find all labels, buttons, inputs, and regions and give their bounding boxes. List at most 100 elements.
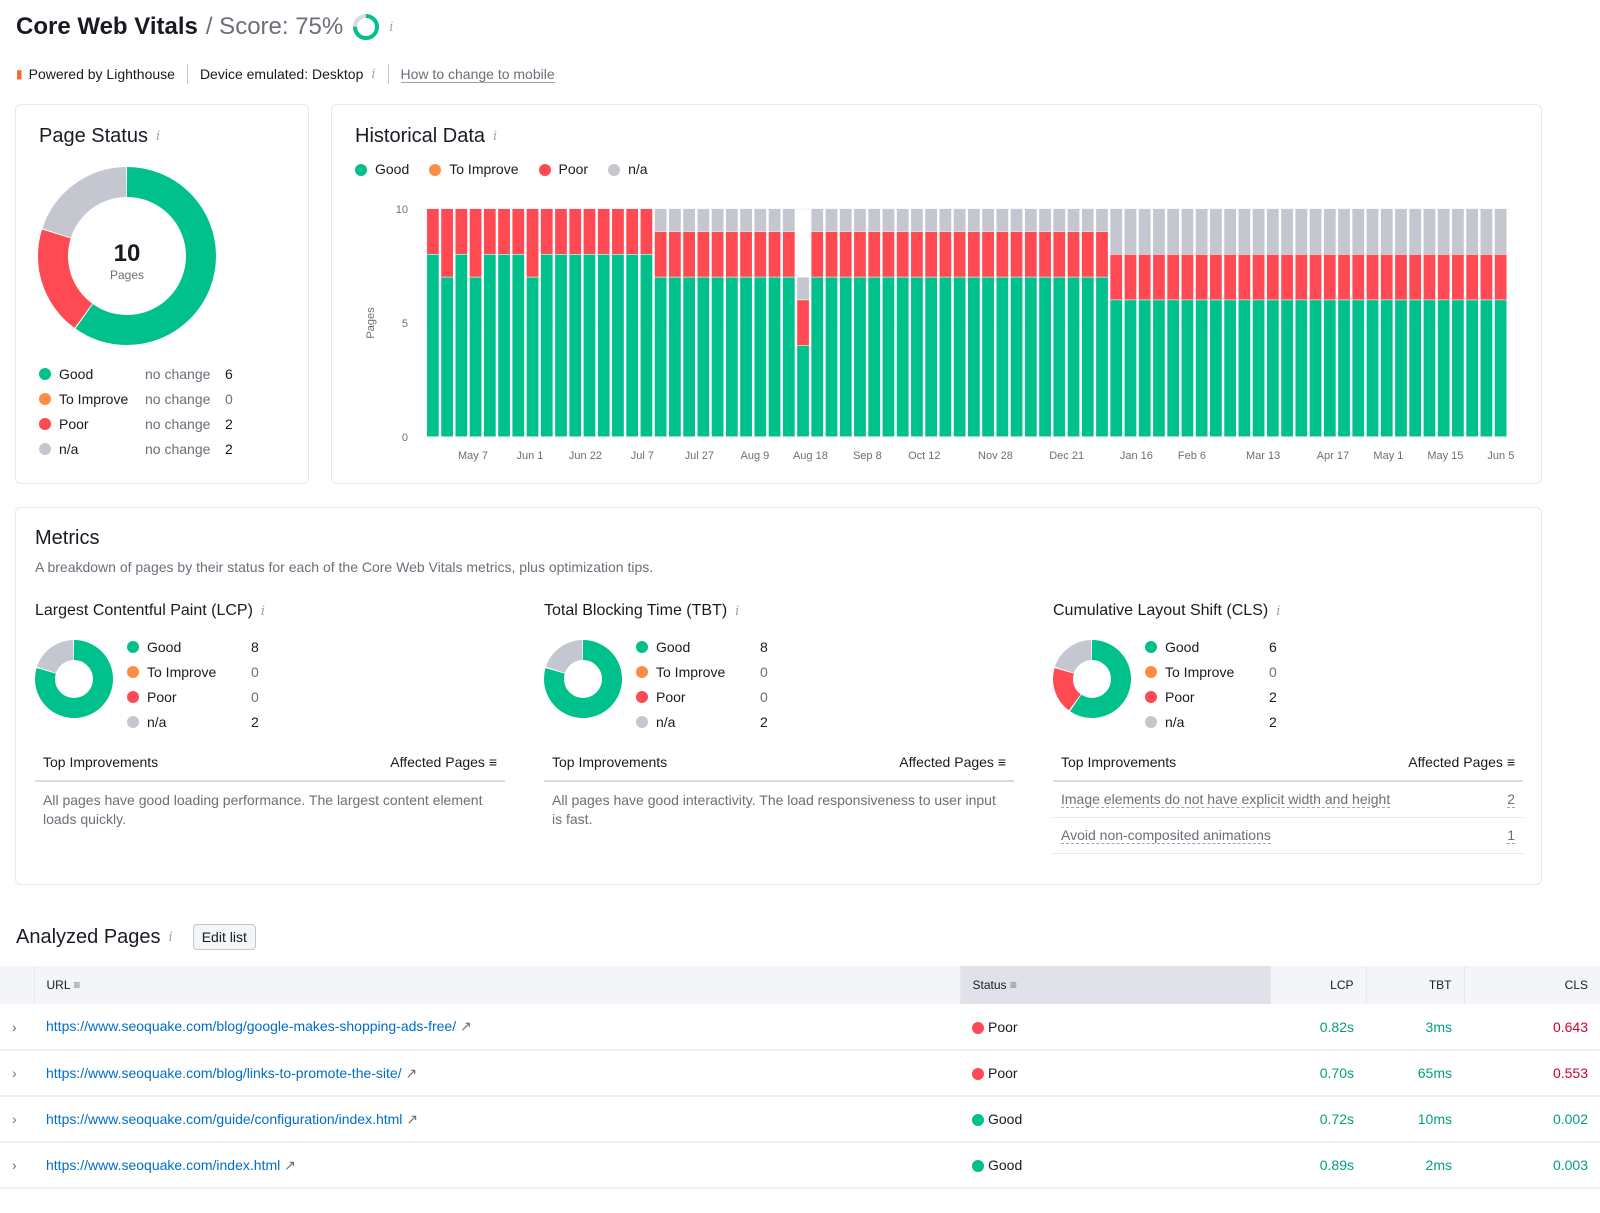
external-link-icon[interactable]: ↗ (405, 1064, 418, 1081)
bar-na[interactable] (1466, 209, 1479, 254)
bar-good[interactable] (427, 254, 439, 437)
bar-good[interactable] (1252, 300, 1265, 437)
bar-good[interactable] (1338, 300, 1350, 437)
bar-poor[interactable] (1110, 254, 1123, 300)
bar-poor[interactable] (1338, 254, 1350, 300)
bar-na[interactable] (1010, 209, 1023, 232)
bar-poor[interactable] (1295, 254, 1308, 300)
bar-good[interactable] (911, 277, 923, 437)
bar-na[interactable] (725, 209, 738, 232)
bar-poor[interactable] (555, 209, 567, 254)
bar-good[interactable] (725, 277, 738, 437)
bar-poor[interactable] (597, 209, 610, 254)
bar-na[interactable] (1480, 209, 1493, 254)
bar-na[interactable] (1409, 209, 1422, 254)
bar-good[interactable] (740, 277, 752, 437)
bar-poor[interactable] (1452, 254, 1464, 300)
page-url-link[interactable]: https://www.seoquake.com/blog/links-to-p… (46, 1064, 402, 1081)
bar-good[interactable] (939, 277, 952, 437)
bar-poor[interactable] (626, 209, 639, 254)
bar-na[interactable] (740, 209, 752, 232)
bar-poor[interactable] (854, 231, 866, 277)
bar-good[interactable] (1352, 300, 1365, 437)
column-cls[interactable]: CLS (1464, 966, 1600, 1004)
bar-poor[interactable] (982, 231, 994, 277)
bar-na[interactable] (896, 209, 909, 232)
bar-na[interactable] (1124, 209, 1137, 254)
bar-poor[interactable] (1153, 254, 1165, 300)
bar-good[interactable] (483, 254, 496, 437)
bar-na[interactable] (1380, 209, 1393, 254)
bar-poor[interactable] (526, 209, 539, 277)
bar-good[interactable] (968, 277, 980, 437)
bar-good[interactable] (711, 277, 724, 437)
bar-good[interactable] (1238, 300, 1251, 437)
bar-na[interactable] (1437, 209, 1450, 254)
bar-good[interactable] (1053, 277, 1066, 437)
bar-poor[interactable] (1210, 254, 1222, 300)
bar-good[interactable] (1395, 300, 1407, 437)
bar-poor[interactable] (1024, 231, 1037, 277)
bar-na[interactable] (911, 209, 923, 232)
bar-poor[interactable] (1323, 254, 1336, 300)
bar-poor[interactable] (1409, 254, 1422, 300)
bar-na[interactable] (1181, 209, 1194, 254)
bar-poor[interactable] (469, 209, 482, 277)
bar-good[interactable] (1167, 300, 1180, 437)
bar-good[interactable] (669, 277, 681, 437)
bar-good[interactable] (1224, 300, 1236, 437)
bar-poor[interactable] (612, 209, 624, 254)
bar-na[interactable] (768, 209, 781, 232)
page-url-link[interactable]: https://www.seoquake.com/guide/configura… (46, 1110, 403, 1127)
bar-poor[interactable] (697, 231, 710, 277)
bar-na[interactable] (1081, 209, 1094, 232)
bar-na[interactable] (1395, 209, 1407, 254)
bar-na[interactable] (697, 209, 710, 232)
bar-good[interactable] (825, 277, 838, 437)
bar-good[interactable] (498, 254, 510, 437)
bar-na[interactable] (683, 209, 695, 232)
bar-good[interactable] (882, 277, 895, 437)
bar-na[interactable] (839, 209, 852, 232)
bar-poor[interactable] (455, 209, 468, 254)
bar-na[interactable] (811, 209, 824, 232)
bar-na[interactable] (1067, 209, 1080, 232)
bar-na[interactable] (1238, 209, 1251, 254)
bar-good[interactable] (1024, 277, 1037, 437)
expand-chevron-icon[interactable]: › (0, 1004, 34, 1051)
bar-good[interactable] (925, 277, 938, 437)
bar-na[interactable] (654, 209, 667, 232)
bar-good[interactable] (469, 277, 482, 437)
bar-poor[interactable] (754, 231, 767, 277)
bar-good[interactable] (512, 254, 525, 437)
bar-good[interactable] (1110, 300, 1123, 437)
bar-na[interactable] (1096, 209, 1108, 232)
affected-pages-sort[interactable]: Affected Pages ≡ (390, 754, 497, 770)
bar-poor[interactable] (1395, 254, 1407, 300)
bar-poor[interactable] (1096, 231, 1108, 277)
bar-na[interactable] (996, 209, 1009, 232)
bar-poor[interactable] (569, 209, 582, 254)
bar-poor[interactable] (1281, 254, 1293, 300)
bar-poor[interactable] (654, 231, 667, 277)
bar-good[interactable] (1153, 300, 1165, 437)
bar-good[interactable] (540, 254, 553, 437)
bar-poor[interactable] (896, 231, 909, 277)
bar-good[interactable] (1480, 300, 1493, 437)
bar-good[interactable] (1494, 300, 1507, 437)
bar-poor[interactable] (1124, 254, 1137, 300)
info-icon[interactable]: i (260, 603, 266, 619)
bar-poor[interactable] (512, 209, 525, 254)
column-tbt[interactable]: TBT (1366, 966, 1465, 1004)
bar-good[interactable] (996, 277, 1009, 437)
bar-good[interactable] (1281, 300, 1293, 437)
bar-poor[interactable] (911, 231, 923, 277)
improvement-row[interactable]: Image elements do not have explicit widt… (1053, 782, 1523, 818)
legend-na[interactable]: n/a (608, 161, 648, 177)
bar-good[interactable] (1309, 300, 1322, 437)
bar-good[interactable] (1195, 300, 1208, 437)
page-url-link[interactable]: https://www.seoquake.com/index.html (46, 1156, 281, 1173)
expand-chevron-icon[interactable]: › (0, 1142, 34, 1189)
bar-poor[interactable] (1437, 254, 1450, 300)
bar-good[interactable] (626, 254, 639, 437)
